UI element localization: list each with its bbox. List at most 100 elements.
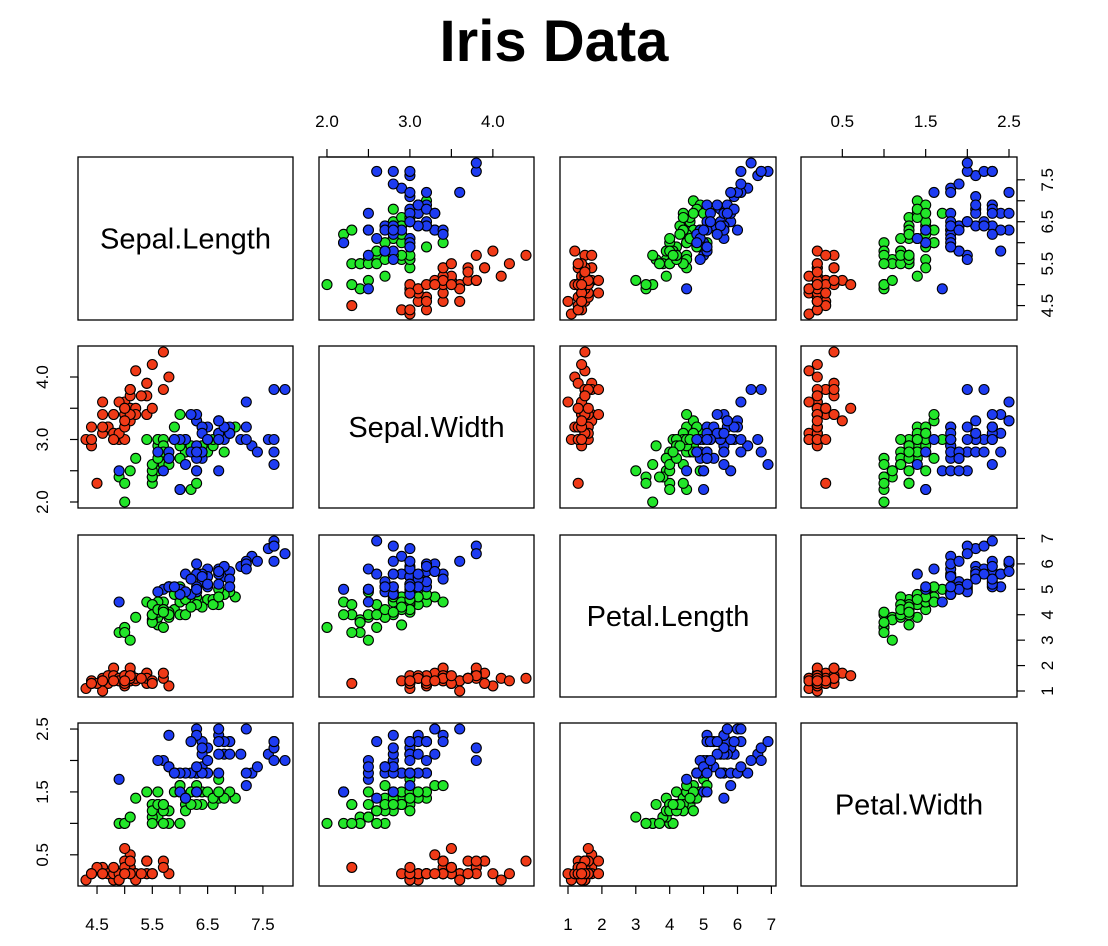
point-virginica-40-r1-c4	[970, 199, 982, 211]
point-versicolor-40-r4-c2	[362, 798, 374, 811]
point-virginica-49-r2-c1	[185, 408, 197, 421]
point-versicolor-11-r4-c2	[321, 817, 333, 829]
point-setosa-48-r2-c1	[97, 421, 109, 433]
point-versicolor-11-r2-c4	[878, 496, 890, 508]
point-virginica-9-r1-c2	[362, 207, 374, 219]
point-virginica-19-r2-c3	[762, 458, 774, 471]
point-versicolor-43-r4-c2	[371, 805, 383, 817]
right-tick-label-petal-length-5: 6	[1038, 559, 1057, 568]
point-versicolor-50-r2-c4	[903, 446, 915, 458]
point-virginica-9-r3-c2	[362, 563, 374, 575]
point-setosa-16-r1-c2	[520, 249, 532, 261]
point-virginica-30-r1-c2	[404, 186, 416, 198]
point-virginica-48-r3-c4	[961, 578, 973, 590]
point-virginica-7-r4-c3	[681, 773, 693, 785]
point-virginica-30-r3-c4	[928, 563, 940, 575]
point-setosa-19-r3-c1	[157, 667, 169, 679]
right-tick-label-sepal-length-6: 7.5	[1038, 168, 1057, 192]
point-virginica-35-r3-c2	[371, 568, 383, 580]
panel-frame-r1-c1	[77, 156, 294, 321]
point-virginica-32-r3-c4	[961, 548, 973, 560]
point-virginica-8-r2-c3	[742, 440, 754, 452]
point-setosa-33-r2-c4	[803, 365, 815, 377]
point-versicolor-50-r3-c2	[387, 606, 399, 618]
point-virginica-19-r4-c3	[762, 736, 774, 748]
point-virginica-34-r4-c3	[701, 786, 713, 798]
point-virginica-36-r2-c1	[268, 433, 280, 446]
point-setosa-50-r2-c4	[811, 415, 823, 427]
point-setosa-16-r2-c4	[828, 346, 840, 358]
point-virginica-40-r1-c3	[711, 199, 723, 211]
bottom-tick-label-petal-length-4: 5	[699, 915, 708, 934]
point-virginica-34-r1-c4	[920, 224, 932, 236]
point-setosa-42-r2-c3	[572, 477, 584, 489]
point-setosa-50-r2-c3	[576, 415, 588, 427]
point-virginica-49-r1-c2	[437, 228, 449, 240]
point-virginica-48-r4-c3	[704, 754, 716, 767]
point-virginica-46-r4-c1	[213, 736, 225, 748]
point-virginica-3-r4-c1	[235, 748, 247, 760]
point-versicolor-38-r2-c3	[677, 477, 689, 489]
point-virginica-39-r1-c3	[691, 237, 703, 249]
point-setosa-25-r4-c3	[592, 868, 605, 880]
point-virginica-7-r3-c4	[936, 596, 948, 608]
point-versicolor-22-r1-c3	[664, 232, 676, 245]
point-virginica-44-r2-c3	[728, 421, 740, 433]
point-virginica-44-r4-c3	[728, 736, 740, 748]
point-setosa-42-r2-c4	[820, 477, 832, 489]
point-versicolor-43-r3-c2	[371, 609, 383, 621]
point-versicolor-21-r1-c2	[420, 241, 433, 253]
point-virginica-39-r3-c1	[174, 588, 186, 600]
point-virginica-32-r3-c2	[470, 548, 482, 560]
point-versicolor-24-r4-c3	[687, 805, 699, 817]
point-virginica-50-r1-c3	[701, 241, 713, 253]
point-virginica-19-r3-c4	[986, 535, 998, 547]
point-virginica-45-r2-c3	[721, 415, 733, 427]
point-setosa-24-r4-c2	[429, 849, 441, 861]
point-virginica-23-r4-c1	[268, 754, 280, 767]
point-versicolor-35-r4-c1	[141, 786, 153, 798]
point-versicolor-48-r1-c3	[674, 228, 686, 240]
point-setosa-15-r3-c1	[163, 680, 175, 692]
panel-frame-r3-c3	[559, 534, 777, 698]
point-virginica-50-r4-c3	[701, 767, 713, 779]
bottom-tick-label-sepal-length-2: 5.5	[141, 915, 165, 934]
point-virginica-7-r4-c1	[113, 773, 125, 785]
point-virginica-7-r3-c2	[362, 596, 374, 608]
point-setosa-34-r2-c1	[146, 358, 158, 371]
point-setosa-49-r2-c1	[135, 390, 147, 402]
point-setosa-50-r1-c2	[429, 279, 441, 291]
point-versicolor-15-r4-c3	[650, 798, 662, 811]
point-virginica-31-r4-c1	[251, 761, 263, 773]
chart-title: Iris Data	[439, 9, 669, 74]
point-setosa-19-r1-c4	[820, 249, 832, 261]
panel-frame-r2-c3	[559, 345, 777, 509]
point-setosa-17-r2-c3	[572, 377, 584, 389]
point-versicolor-35-r1-c4	[920, 262, 932, 274]
panel-frame-r4-c4	[800, 722, 1018, 887]
point-setosa-16-r3-c2	[520, 672, 532, 684]
point-versicolor-32-r1-c3	[653, 258, 666, 270]
point-virginica-49-r1-c4	[986, 228, 998, 240]
point-versicolor-36-r2-c4	[928, 408, 940, 421]
left-tick-label-petal-width-0: 0.5	[33, 843, 52, 867]
left-tick-label-sepal-width-0: 2.0	[33, 490, 52, 514]
point-setosa-44-r4-c1	[119, 842, 131, 855]
point-setosa-25-r2-c1	[108, 408, 120, 421]
point-virginica-10-r1-c2	[454, 186, 466, 198]
point-versicolor-30-r2-c4	[878, 458, 890, 471]
point-virginica-48-r4-c2	[404, 754, 416, 767]
point-versicolor-40-r2-c4	[903, 465, 915, 477]
point-virginica-30-r4-c3	[725, 780, 737, 792]
point-setosa-33-r4-c2	[495, 874, 507, 886]
point-versicolor-49-r4-c1	[124, 811, 136, 823]
point-versicolor-11-r1-c2	[321, 279, 333, 291]
point-virginica-45-r2-c4	[1003, 415, 1015, 427]
point-virginica-34-r1-c2	[387, 224, 399, 236]
point-setosa-49-r2-c4	[811, 390, 823, 402]
point-virginica-34-r4-c2	[387, 786, 399, 798]
right-tick-label-sepal-length-0: 4.5	[1038, 294, 1057, 318]
point-versicolor-44-r2-c1	[119, 477, 131, 489]
point-versicolor-13-r2-c3	[664, 483, 676, 496]
panel-frame-r1-c3	[559, 156, 777, 321]
